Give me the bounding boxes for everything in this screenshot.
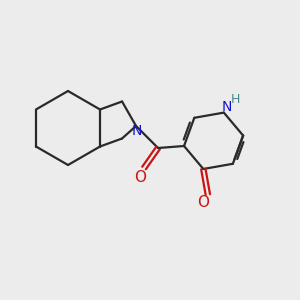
Text: O: O	[134, 169, 146, 184]
Text: N: N	[222, 100, 232, 114]
Text: H: H	[231, 93, 241, 106]
Text: O: O	[197, 195, 209, 210]
Text: N: N	[132, 124, 142, 138]
